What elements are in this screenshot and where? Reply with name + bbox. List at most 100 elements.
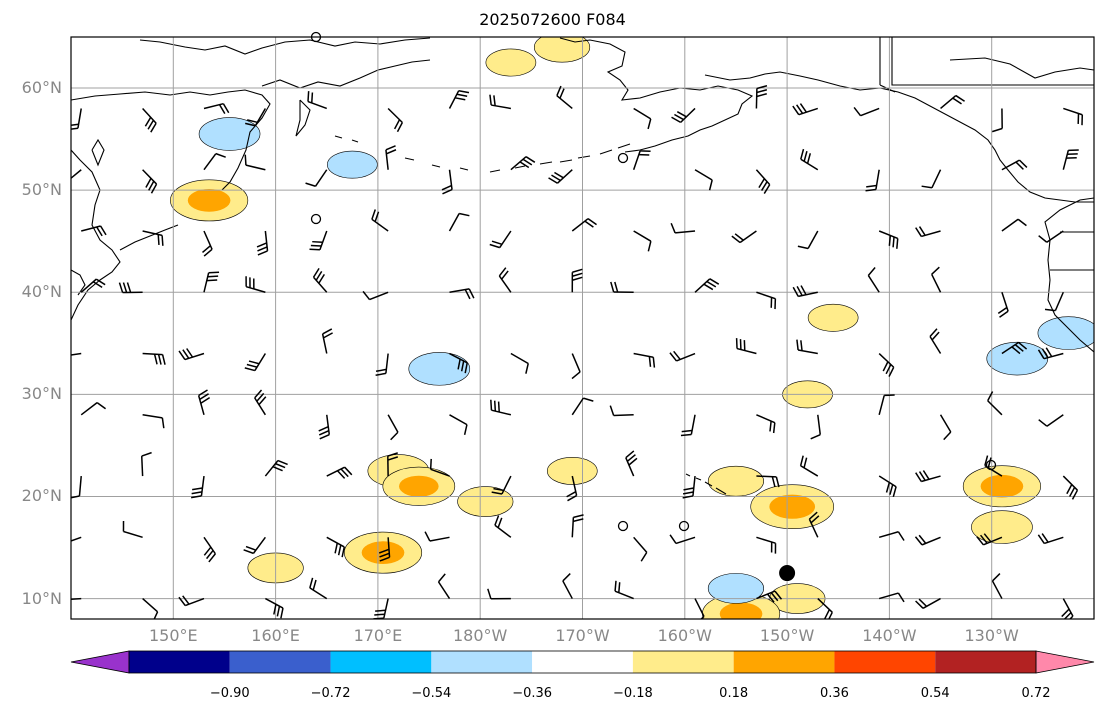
wind-barb xyxy=(571,514,584,538)
wind-barb xyxy=(1062,475,1079,500)
anomaly-region xyxy=(457,486,514,517)
wind-barb xyxy=(755,85,768,109)
colorbar-bin xyxy=(935,651,1036,673)
lon-tick-label: 170°W xyxy=(555,626,610,645)
wind-barb xyxy=(178,595,205,607)
wind-barb xyxy=(940,94,965,110)
wind-barb xyxy=(1063,107,1084,126)
wind-barb xyxy=(571,397,594,416)
wind-barb xyxy=(1037,533,1064,545)
wind-barb xyxy=(203,271,220,293)
wind-barb xyxy=(1038,414,1064,427)
station-circles xyxy=(310,31,997,532)
lat-tick-label: 60°N xyxy=(21,78,62,98)
wind-barb xyxy=(81,225,107,237)
wind-barb xyxy=(878,531,905,541)
wind-barb xyxy=(264,459,288,477)
wind-barb xyxy=(997,292,1009,318)
colorbar-tick-label: −0.36 xyxy=(512,686,553,701)
wind-barb xyxy=(929,328,942,354)
lon-tick-label: 150°W xyxy=(759,626,815,645)
wind-barb xyxy=(142,169,158,194)
wind-barb xyxy=(80,278,106,293)
wind-barb xyxy=(387,107,404,133)
wind-barb xyxy=(498,267,512,293)
wind-barb xyxy=(878,475,897,497)
wind-barb xyxy=(321,328,333,354)
wind-barb xyxy=(571,218,597,232)
anomaly-core xyxy=(399,475,439,497)
wind-barb xyxy=(915,226,941,238)
wind-barb xyxy=(756,590,783,603)
wind-barb xyxy=(1044,291,1064,312)
wind-barb xyxy=(254,389,267,416)
colorbar-tick-label: −0.54 xyxy=(411,686,452,701)
wind-barb xyxy=(915,597,941,609)
wind-barb xyxy=(387,452,399,477)
wind-barb xyxy=(878,230,899,249)
wind-barb xyxy=(243,536,266,555)
wind-barb xyxy=(566,475,578,502)
wind-barb xyxy=(203,536,216,563)
wind-barb xyxy=(735,338,757,355)
colorbar-tick-label: 0.18 xyxy=(719,686,749,701)
wind-barb xyxy=(378,537,391,562)
wind-barb xyxy=(633,536,648,562)
anomaly-region xyxy=(485,48,537,77)
colorbar-tick-label: 0.72 xyxy=(1021,686,1051,701)
wind-barb xyxy=(1037,347,1064,360)
wind-barb xyxy=(670,222,696,234)
wind-barb xyxy=(245,276,266,293)
anomaly-region xyxy=(707,573,765,604)
wind-barb xyxy=(142,107,157,133)
wind-barb xyxy=(562,573,573,599)
wind-barb xyxy=(797,230,819,250)
wind-barb xyxy=(810,414,822,440)
wind-barb xyxy=(625,450,638,477)
wind-barb xyxy=(309,230,328,251)
wind-barb xyxy=(682,475,696,499)
wind-barb xyxy=(991,573,1003,599)
wind-barb xyxy=(792,103,819,116)
wind-barb xyxy=(1001,341,1028,355)
wind-barb xyxy=(71,352,82,356)
wind-barb xyxy=(491,475,512,495)
wind-barb xyxy=(931,266,942,293)
wind-barb xyxy=(71,536,82,542)
lat-tick-label: 50°N xyxy=(21,180,62,200)
wind-barb xyxy=(245,108,267,127)
wind-barb xyxy=(142,352,166,365)
wind-barb xyxy=(1001,218,1027,232)
wind-barb xyxy=(309,577,328,600)
wind-barb xyxy=(118,282,143,294)
lat-tick-label: 40°N xyxy=(21,282,62,302)
wind-barb xyxy=(510,352,529,374)
wind-barb xyxy=(571,268,583,293)
wind-barb xyxy=(796,339,818,355)
wind-barb xyxy=(424,531,450,542)
wind-barb xyxy=(633,230,652,252)
colorbar-bin xyxy=(733,651,835,673)
wind-barb xyxy=(756,414,776,434)
wind-barb xyxy=(142,598,159,619)
wind-barb xyxy=(921,169,942,189)
wind-barb xyxy=(307,91,328,110)
anomaly-region xyxy=(327,150,378,179)
wind-barb xyxy=(731,230,757,244)
colorbar-bin xyxy=(330,651,432,673)
wind-barb xyxy=(694,598,705,619)
anomaly-region xyxy=(971,510,1033,544)
wind-barb xyxy=(449,288,475,300)
colorbar-tick-label: 0.36 xyxy=(819,686,849,701)
colorbar-tick-label: −0.72 xyxy=(310,686,351,701)
wind-barb xyxy=(556,85,573,110)
colorbar-extend-high xyxy=(1035,650,1095,674)
wind-barb xyxy=(490,399,512,416)
wind-barb xyxy=(203,102,230,115)
wind-barb xyxy=(976,533,1003,546)
lon-tick-label: 170°E xyxy=(353,626,403,645)
wind-barb xyxy=(671,107,696,124)
wind-barb xyxy=(326,466,353,479)
lat-tick-label: 10°N xyxy=(21,588,62,608)
wind-barb xyxy=(756,291,777,310)
